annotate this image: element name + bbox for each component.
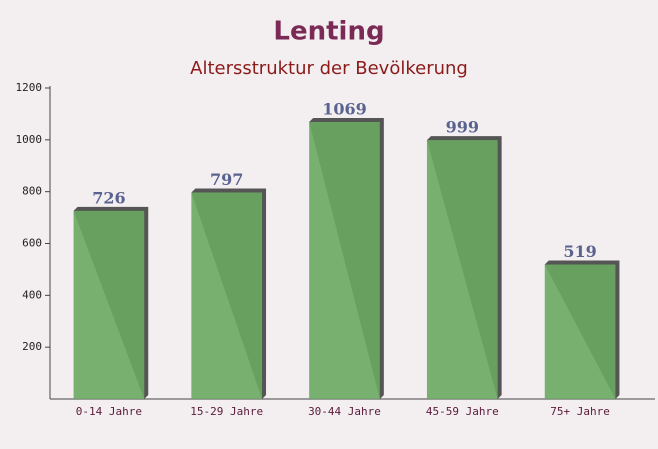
value-label: 726 (92, 188, 125, 207)
x-tick-label: 45-59 Jahre (426, 405, 499, 418)
x-tick-label: 0-14 Jahre (76, 405, 142, 418)
chart-title: Lenting (273, 17, 384, 47)
value-label: 519 (563, 242, 596, 261)
y-tick-label: 600 (22, 237, 42, 250)
x-tick-label: 15-29 Jahre (190, 405, 263, 418)
y-tick-label: 200 (22, 340, 42, 353)
y-tick-label: 1000 (16, 133, 43, 146)
value-label: 999 (446, 118, 479, 137)
x-tick-label: 30-44 Jahre (308, 405, 381, 418)
value-label: 797 (210, 170, 243, 189)
chart-subtitle: Altersstruktur der Bevölkerung (190, 58, 468, 79)
x-tick-label: 75+ Jahre (550, 405, 610, 418)
value-label: 1069 (322, 99, 367, 118)
y-tick-label: 1200 (16, 81, 43, 94)
y-tick-label: 400 (22, 288, 42, 301)
bar (191, 192, 263, 399)
y-tick-label: 800 (22, 185, 42, 198)
bar (309, 121, 380, 399)
bar (73, 210, 145, 399)
bar (544, 264, 616, 399)
bar (426, 140, 498, 399)
